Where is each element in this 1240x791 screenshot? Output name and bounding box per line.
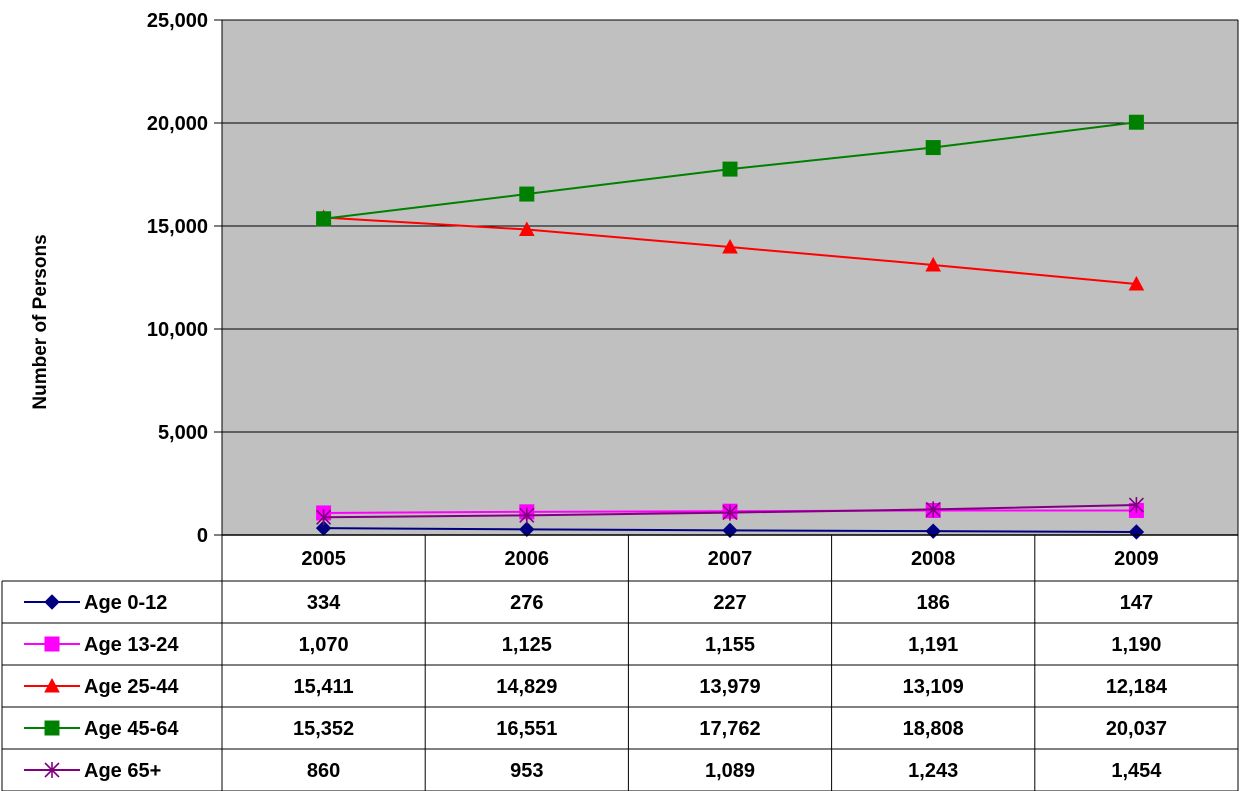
- series-4-point: [519, 507, 535, 524]
- data-cell: 18,808: [903, 718, 964, 740]
- data-cell: 227: [713, 592, 746, 614]
- y-tick-label: 25,000: [147, 10, 208, 32]
- plot-area: [222, 20, 1238, 535]
- x-tick-label: 2009: [1114, 548, 1159, 570]
- series-4-point: [316, 509, 332, 526]
- data-cell: 1,454: [1111, 760, 1162, 782]
- data-cell: 1,070: [299, 634, 349, 656]
- series-4-point: [925, 501, 941, 518]
- series-0-point: [722, 522, 738, 539]
- data-cell: 147: [1120, 592, 1153, 614]
- data-cell: 14,829: [496, 676, 557, 698]
- y-tick-label: 20,000: [147, 113, 208, 135]
- x-tick-label: 2008: [911, 548, 956, 570]
- y-tick-label: 15,000: [147, 216, 208, 238]
- legend-label: Age 65+: [84, 760, 161, 782]
- legend-label: Age 25-44: [84, 676, 179, 698]
- data-cell: 276: [510, 592, 543, 614]
- series-4-point: [1128, 497, 1144, 514]
- legend-key-marker: [44, 720, 60, 736]
- x-tick-label: 2007: [708, 548, 753, 570]
- data-table: 2005 2006 2007 2008 2009 Age 0-12 334 276 227 186…: [1, 534, 1239, 791]
- data-cell: 20,037: [1106, 718, 1167, 740]
- legend-key-marker: [44, 677, 60, 693]
- data-cell: 1,089: [705, 760, 755, 782]
- data-cell: 860: [307, 760, 340, 782]
- x-tick-label: 2006: [505, 548, 550, 570]
- data-cell: 1,191: [908, 634, 958, 656]
- legend-label: Age 0-12: [84, 592, 167, 614]
- data-cell: 334: [307, 592, 341, 614]
- data-cell: 1,125: [502, 634, 552, 656]
- x-tick-label: 2005: [301, 548, 346, 570]
- series-3-point: [1128, 114, 1144, 130]
- series-lines: [315, 114, 1145, 540]
- series-2-point: [518, 221, 535, 237]
- series-4-point: [722, 504, 738, 521]
- legend-label: Age 13-24: [84, 634, 179, 656]
- series-3-point: [925, 140, 941, 156]
- data-cell: 12,184: [1106, 676, 1168, 698]
- data-cell: 186: [917, 592, 950, 614]
- y-tick-label: 0: [197, 525, 208, 547]
- series-0-point: [519, 521, 535, 538]
- series-2-point: [722, 238, 738, 254]
- data-cell: 1,190: [1111, 634, 1161, 656]
- data-cell: 953: [510, 760, 543, 782]
- data-cell: 1,155: [705, 634, 755, 656]
- axes: 0 5,000 10,000 15,000 20,000 25,000: [147, 10, 1239, 547]
- data-cell: 16,551: [496, 718, 557, 740]
- legend-key-marker: [44, 594, 60, 610]
- series-2-point: [1128, 275, 1145, 291]
- data-cell: 15,411: [294, 676, 354, 698]
- legend-key-marker: [44, 762, 60, 778]
- series-3-point: [519, 186, 535, 202]
- legend-label: Age 45-64: [84, 718, 179, 740]
- legend-key-marker: [44, 636, 60, 652]
- data-cell: 13,109: [903, 676, 964, 698]
- y-tick-label: 10,000: [147, 319, 208, 341]
- series-3-point: [722, 161, 738, 177]
- data-cell: 15,352: [293, 718, 354, 740]
- data-cell: 13,979: [699, 676, 760, 698]
- data-cell: 17,762: [699, 718, 760, 740]
- series-3-point: [316, 211, 332, 227]
- data-cell: 1,243: [908, 760, 958, 782]
- y-axis-title: Number of Persons: [30, 234, 51, 409]
- series-2-point: [925, 256, 942, 272]
- y-tick-label: 5,000: [158, 422, 208, 444]
